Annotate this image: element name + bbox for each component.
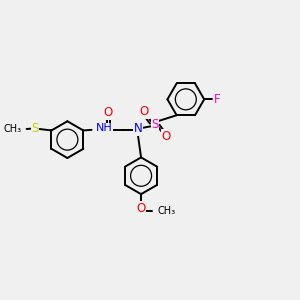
Text: S: S [32,122,39,135]
Text: N: N [134,122,142,136]
Text: S: S [151,118,159,131]
Text: O: O [161,130,171,143]
Text: O: O [104,106,113,119]
Text: CH₃: CH₃ [3,124,21,134]
Text: NH: NH [95,123,112,133]
Text: F: F [214,93,220,106]
Text: CH₃: CH₃ [158,206,176,216]
Text: O: O [136,202,146,214]
Text: O: O [140,105,149,118]
